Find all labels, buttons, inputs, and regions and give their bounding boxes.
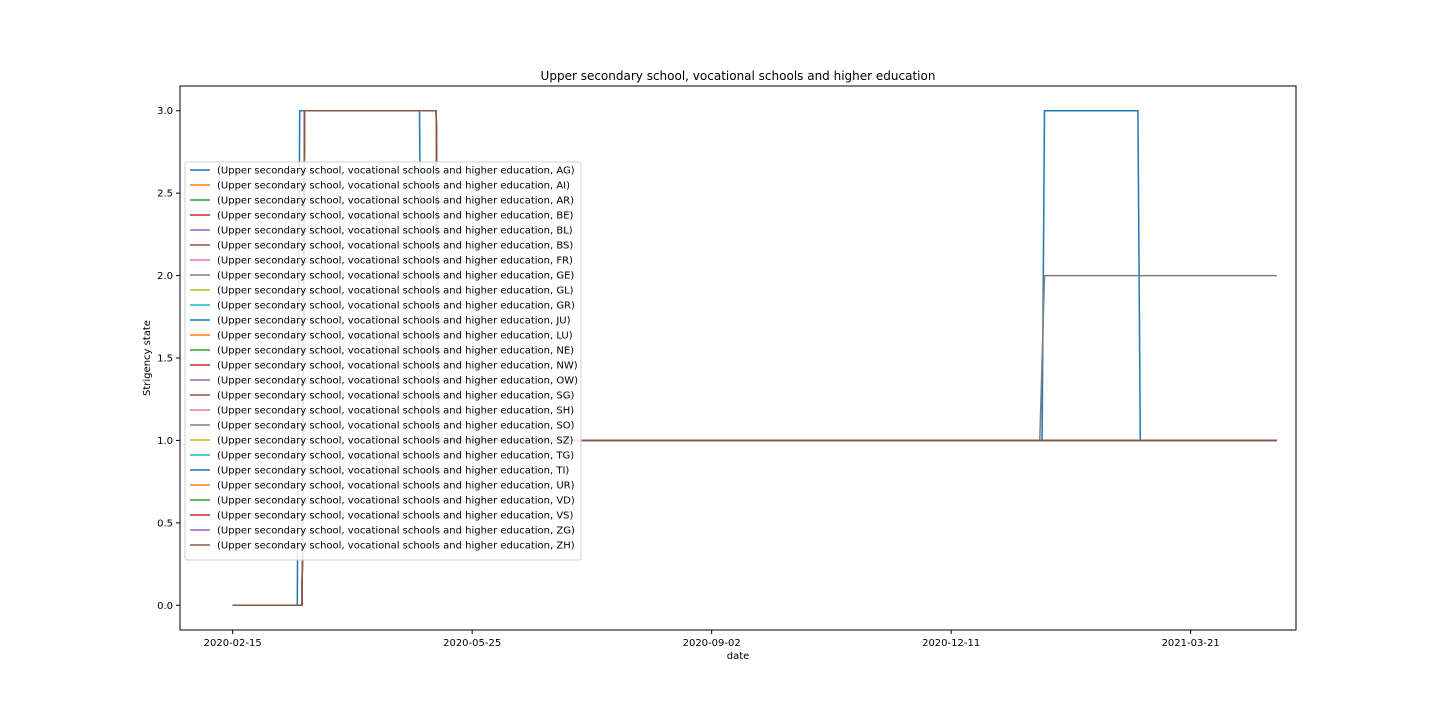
legend-label: (Upper secondary school, vocational scho…	[217, 226, 573, 237]
legend-label: (Upper secondary school, vocational scho…	[217, 241, 573, 252]
legend-label: (Upper secondary school, vocational scho…	[217, 196, 574, 207]
y-tick-label: 0.5	[157, 518, 173, 529]
chart-title: Upper secondary school, vocational schoo…	[541, 69, 936, 83]
legend-label: (Upper secondary school, vocational scho…	[217, 526, 575, 537]
legend-label: (Upper secondary school, vocational scho…	[217, 511, 574, 522]
x-tick-label: 2021-03-21	[1162, 638, 1220, 649]
y-tick-label: 2.5	[157, 189, 173, 200]
legend-label: (Upper secondary school, vocational scho…	[217, 286, 574, 297]
y-axis: 0.0 0.5 1.0 1.5 2.0 2.5 3.0	[157, 106, 180, 612]
x-tick-label: 2020-02-15	[204, 638, 262, 649]
y-tick-label: 0.0	[157, 601, 173, 612]
legend-label: (Upper secondary school, vocational scho…	[217, 316, 571, 327]
legend-label: (Upper secondary school, vocational scho…	[217, 451, 574, 462]
legend-label: (Upper secondary school, vocational scho…	[217, 436, 574, 447]
legend-label: (Upper secondary school, vocational scho…	[217, 346, 574, 357]
x-axis: 2020-02-15 2020-05-25 2020-09-02 2020-12-11…	[204, 630, 1220, 649]
x-tick-label: 2020-12-11	[922, 638, 980, 649]
legend-label: (Upper secondary school, vocational scho…	[217, 271, 574, 282]
legend-label: (Upper secondary school, vocational scho…	[217, 256, 573, 267]
y-tick-label: 1.0	[157, 436, 173, 447]
legend-label: (Upper secondary school, vocational scho…	[217, 541, 575, 552]
y-tick-label: 1.5	[157, 354, 173, 365]
legend-label: (Upper secondary school, vocational scho…	[217, 211, 574, 222]
legend-box	[184, 161, 582, 561]
y-axis-label: Strigency state	[142, 320, 153, 396]
legend-label: (Upper secondary school, vocational scho…	[217, 496, 575, 507]
legend-label: (Upper secondary school, vocational scho…	[217, 361, 578, 372]
legend-label: (Upper secondary school, vocational scho…	[217, 391, 574, 402]
x-axis-label: date	[727, 651, 750, 662]
y-tick-label: 3.0	[157, 106, 173, 117]
legend: (Upper secondary school, vocational scho…	[184, 161, 582, 561]
legend-label: (Upper secondary school, vocational scho…	[217, 481, 575, 492]
legend-label: (Upper secondary school, vocational scho…	[217, 181, 570, 192]
x-tick-label: 2020-05-25	[443, 638, 501, 649]
x-tick-label: 2020-09-02	[683, 638, 741, 649]
legend-label: (Upper secondary school, vocational scho…	[217, 466, 569, 477]
legend-label: (Upper secondary school, vocational scho…	[217, 301, 575, 312]
legend-label: (Upper secondary school, vocational scho…	[217, 376, 578, 387]
legend-label: (Upper secondary school, vocational scho…	[217, 406, 574, 417]
legend-label: (Upper secondary school, vocational scho…	[217, 331, 573, 342]
legend-label: (Upper secondary school, vocational scho…	[217, 421, 575, 432]
legend-label: (Upper secondary school, vocational scho…	[217, 166, 575, 177]
y-tick-label: 2.0	[157, 271, 173, 282]
